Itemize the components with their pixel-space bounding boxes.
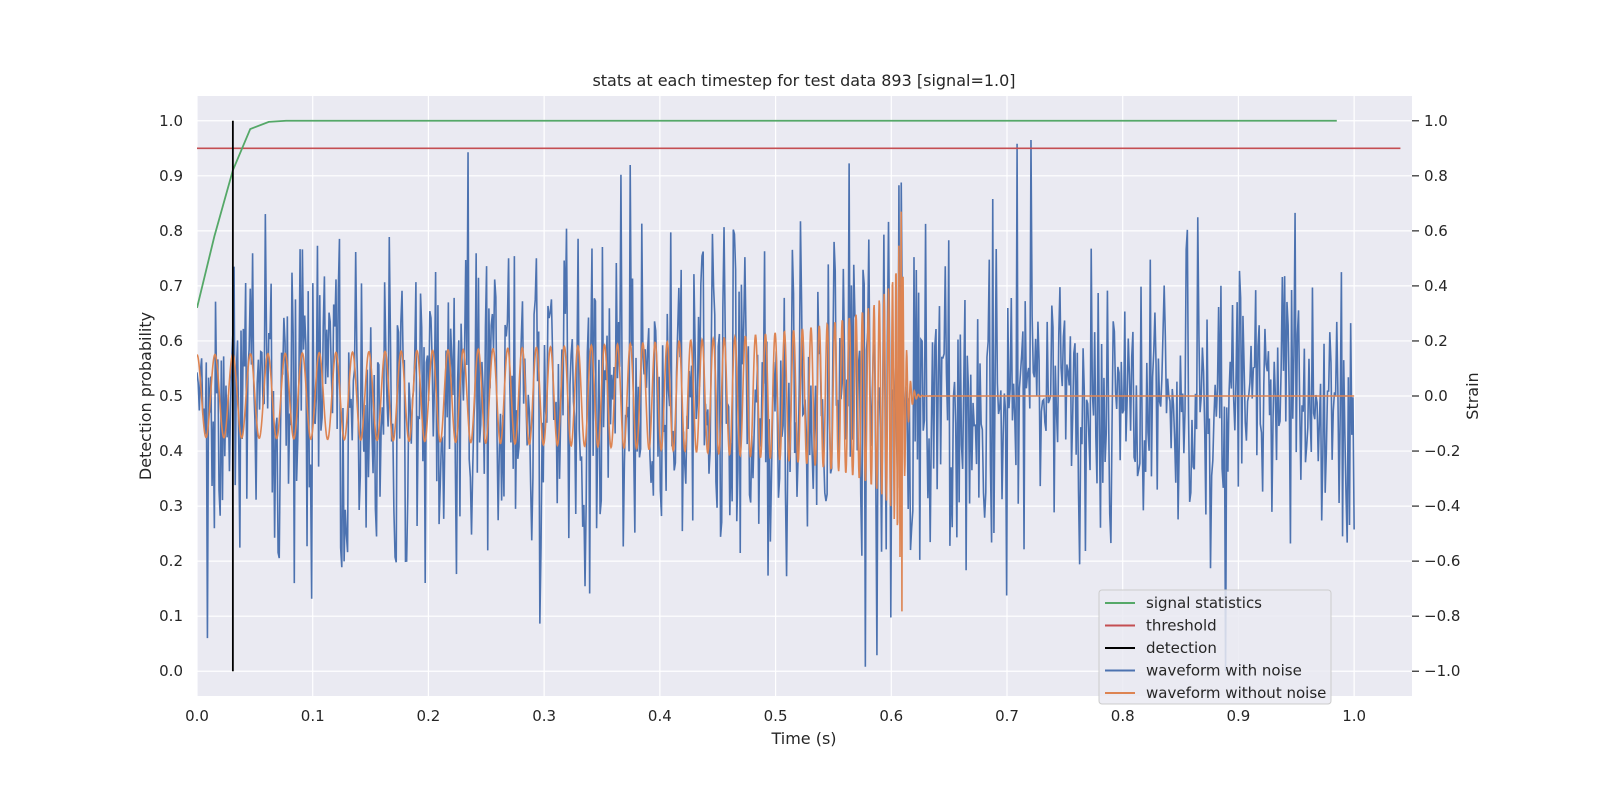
y-tick-label-right: −1.0 [1424, 662, 1460, 680]
x-tick-label: 0.7 [995, 707, 1019, 725]
y-tick-label-right: 0.6 [1424, 222, 1448, 240]
x-tick-label: 0.8 [1111, 707, 1135, 725]
y-tick-label-left: 0.8 [159, 222, 183, 240]
chart-title: stats at each timestep for test data 893… [592, 71, 1015, 90]
y-tick-label-left: 0.2 [159, 552, 183, 570]
legend-entry: signal statistics [1146, 594, 1262, 612]
y-tick-label-left: 0.5 [159, 387, 183, 405]
x-tick-label: 0.2 [416, 707, 440, 725]
legend-entry: waveform with noise [1146, 662, 1302, 680]
x-axis-label: Time (s) [770, 729, 836, 748]
series-waveform-with-noise [197, 140, 1355, 672]
series-signal-statistics [197, 119, 1337, 309]
y-tick-label-right: 0.2 [1424, 332, 1448, 350]
legend-entry: detection [1146, 639, 1217, 657]
y-tick-label-left: 0.4 [159, 442, 183, 460]
y-tick-label-right: 0.0 [1424, 387, 1448, 405]
y-tick-label-left: 0.6 [159, 332, 183, 350]
x-tick-label: 0.4 [648, 707, 672, 725]
legend: signal statistics threshold detection wavef… [1098, 589, 1332, 705]
y-tick-label-left: 1.0 [159, 112, 183, 130]
y-axis-label-left: Detection probability [136, 312, 155, 480]
y-tick-label-right: 0.4 [1424, 277, 1448, 295]
y-tick-label-right: −0.2 [1424, 442, 1460, 460]
x-tick-label: 0.3 [532, 707, 556, 725]
x-tick-label: 0.5 [764, 707, 788, 725]
x-tick-label: 0.6 [879, 707, 903, 725]
legend-entry: threshold [1146, 617, 1217, 635]
y-tick-label-left: 0.1 [159, 607, 183, 625]
series-layer [197, 119, 1401, 672]
y-tick-label-right: −0.8 [1424, 607, 1460, 625]
legend-box [1098, 589, 1332, 705]
y-tick-label-left: 0.3 [159, 497, 183, 515]
x-tick-label: 0.9 [1226, 707, 1250, 725]
x-tick-label: 1.0 [1342, 707, 1366, 725]
y-tick-label-right: 0.8 [1424, 167, 1448, 185]
y-tick-label-right: −0.4 [1424, 497, 1460, 515]
legend-entry: waveform without noise [1146, 684, 1326, 702]
y-tick-label-left: 0.0 [159, 662, 183, 680]
y-axis-label-right: Strain [1463, 372, 1482, 419]
y-tick-label-right: 1.0 [1424, 112, 1448, 130]
y-tick-label-right: −0.6 [1424, 552, 1460, 570]
series-waveform-without-noise [197, 211, 1355, 612]
x-tick-label: 0.1 [301, 707, 325, 725]
y-tick-label-left: 0.7 [159, 277, 183, 295]
x-tick-label: 0.0 [185, 707, 209, 725]
ticks: 0.0 0.1 0.2 0.3 0.4 0.5 0.6 0.7 0.8 0.9 1.0 0.0 0.1 0… [159, 112, 1460, 725]
y-tick-label-left: 0.9 [159, 167, 183, 185]
